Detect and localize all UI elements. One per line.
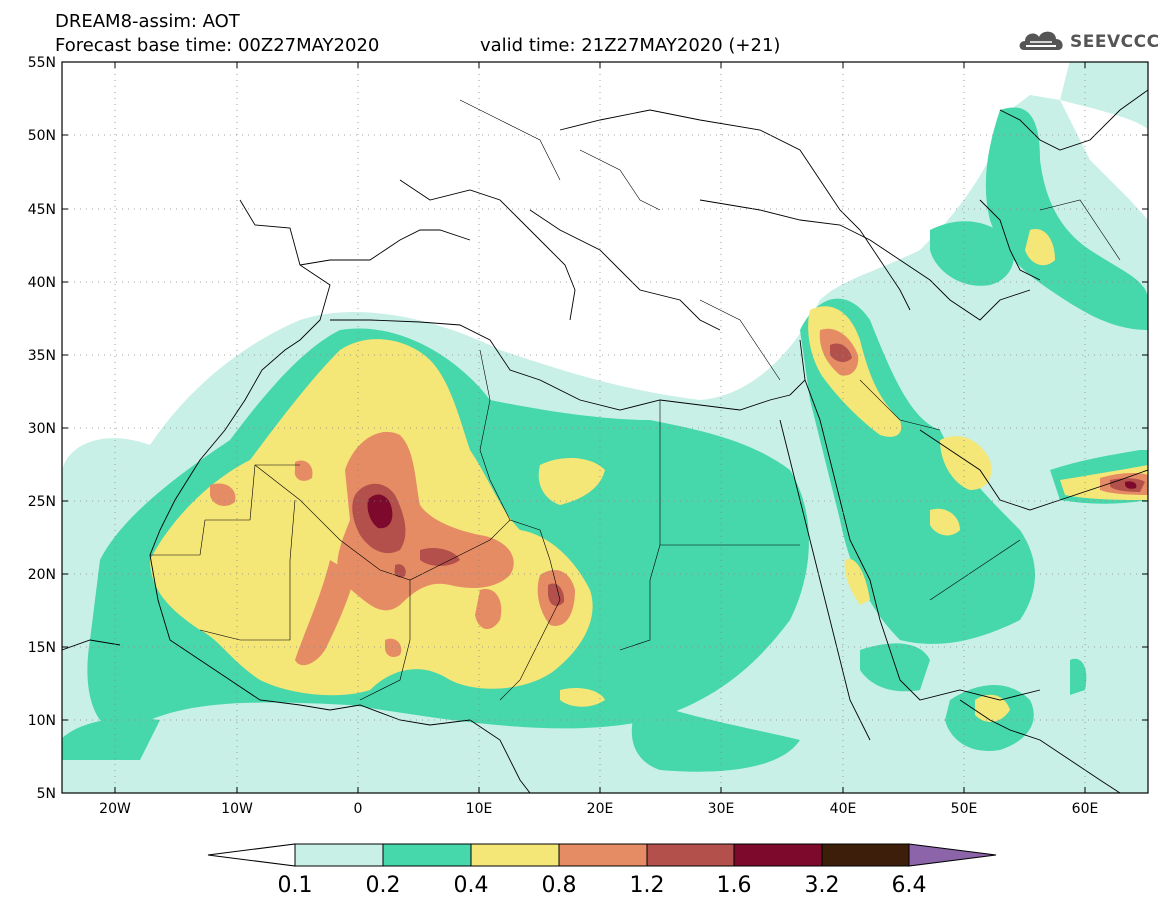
lon-label: 0 (354, 801, 363, 817)
lon-label: 10E (466, 801, 493, 817)
lat-label: 45N (28, 202, 56, 218)
colorbar-label: 3.2 (805, 873, 840, 898)
lon-label: 50E (951, 801, 978, 817)
colorbar-segment (558, 843, 648, 867)
map-title: DREAM8-assim: AOT (55, 11, 240, 32)
forecast-base-time: Forecast base time: 00Z27MAY2020 (55, 35, 380, 56)
lon-label: 20E (587, 801, 614, 817)
valid-time: valid time: 21Z27MAY2020 (+21) (480, 35, 781, 56)
colorbar-label: 0.1 (278, 873, 313, 898)
colorbar-segment (646, 843, 735, 867)
colorbar (207, 843, 997, 867)
lat-label: 25N (28, 494, 56, 510)
colorbar-segment (733, 843, 823, 867)
colorbar-label: 0.4 (454, 873, 489, 898)
colorbar-label: 6.4 (892, 873, 927, 898)
colorbar-segment (470, 843, 560, 867)
lat-label: 5N (37, 786, 56, 802)
colorbar-label: 0.2 (366, 873, 401, 898)
lat-label: 30N (28, 421, 56, 437)
lat-labels: 55N 50N 45N 40N 35N 30N 25N 20N 15N 10N … (28, 55, 56, 802)
colorbar-label: 1.2 (630, 873, 665, 898)
colorbar-label: 1.6 (717, 873, 752, 898)
coastlines (62, 89, 1148, 793)
lat-label: 35N (28, 348, 56, 364)
lat-label: 40N (28, 275, 56, 291)
political-borders (150, 99, 1121, 701)
lat-label: 15N (28, 640, 56, 656)
lon-label: 40E (830, 801, 857, 817)
map-area (62, 62, 1148, 793)
seevccc-logo: SEEVCCC (1016, 24, 1159, 58)
colorbar-labels: 0.1 0.2 0.4 0.8 1.2 1.6 3.2 6.4 (278, 873, 927, 898)
lon-label: 20W (99, 801, 131, 817)
lon-label: 30E (708, 801, 735, 817)
colorbar-segment (382, 843, 472, 867)
logo-text: SEEVCCC (1070, 32, 1160, 52)
colorbar-segment (821, 843, 910, 867)
aot-level-1.6 (367, 481, 1137, 529)
lon-labels: 20W 10W 0 10E 20E 30E 40E 50E 60E (99, 801, 1098, 817)
cloud-icon (1019, 31, 1063, 50)
colorbar-label: 0.8 (542, 873, 577, 898)
lat-label: 50N (28, 128, 56, 144)
colorbar-segment-above (908, 843, 997, 867)
lon-label: 60E (1072, 801, 1099, 817)
lat-label: 55N (28, 55, 56, 71)
lat-label: 20N (28, 567, 56, 583)
gridlines (62, 62, 1148, 793)
axis-ticks (62, 61, 1148, 794)
colorbar-segment-below (207, 843, 296, 867)
lon-label: 10W (221, 801, 253, 817)
lat-label: 10N (28, 713, 56, 729)
colorbar-segment (294, 843, 384, 867)
